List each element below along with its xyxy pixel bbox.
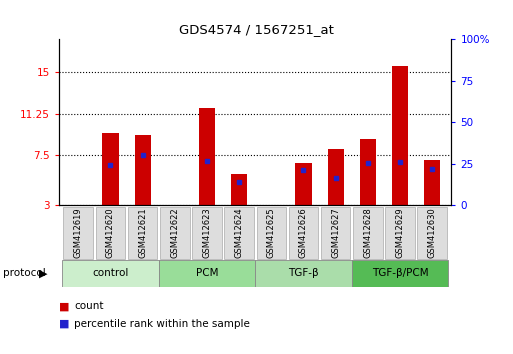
Bar: [289, 207, 318, 258]
Text: TGF-β: TGF-β: [288, 268, 319, 279]
Text: GDS4574 / 1567251_at: GDS4574 / 1567251_at: [179, 23, 334, 36]
Text: control: control: [92, 268, 129, 279]
Text: GSM412625: GSM412625: [267, 207, 276, 258]
Bar: [192, 207, 222, 258]
Text: GSM412626: GSM412626: [299, 207, 308, 258]
Bar: [231, 174, 247, 205]
Bar: [134, 136, 151, 205]
Bar: [418, 207, 447, 258]
Bar: [159, 260, 255, 287]
Bar: [224, 207, 254, 258]
Bar: [321, 207, 350, 258]
Text: ■: ■: [59, 319, 69, 329]
Bar: [392, 65, 408, 205]
Bar: [255, 260, 352, 287]
Text: percentile rank within the sample: percentile rank within the sample: [74, 319, 250, 329]
Bar: [128, 207, 157, 258]
Text: GSM412624: GSM412624: [234, 207, 244, 258]
Text: GSM412629: GSM412629: [396, 207, 404, 258]
Bar: [95, 207, 125, 258]
Text: ■: ■: [59, 301, 69, 311]
Bar: [295, 163, 311, 205]
Bar: [199, 108, 215, 205]
Text: GSM412622: GSM412622: [170, 207, 180, 258]
Bar: [103, 133, 119, 205]
Bar: [62, 260, 159, 287]
Text: GSM412628: GSM412628: [363, 207, 372, 258]
Bar: [352, 260, 448, 287]
Text: PCM: PCM: [196, 268, 218, 279]
Text: TGF-β/PCM: TGF-β/PCM: [371, 268, 428, 279]
Bar: [424, 160, 440, 205]
Text: GSM412620: GSM412620: [106, 207, 115, 258]
Text: protocol: protocol: [3, 268, 45, 279]
Bar: [360, 139, 376, 205]
Bar: [385, 207, 415, 258]
Bar: [353, 207, 383, 258]
Bar: [160, 207, 190, 258]
Text: GSM412623: GSM412623: [203, 207, 211, 258]
Text: GSM412621: GSM412621: [138, 207, 147, 258]
Bar: [328, 149, 344, 205]
Text: GSM412619: GSM412619: [74, 207, 83, 258]
Bar: [256, 207, 286, 258]
Text: GSM412630: GSM412630: [428, 207, 437, 258]
Text: count: count: [74, 301, 104, 311]
Text: ▶: ▶: [38, 268, 47, 279]
Text: GSM412627: GSM412627: [331, 207, 340, 258]
Bar: [64, 207, 93, 258]
